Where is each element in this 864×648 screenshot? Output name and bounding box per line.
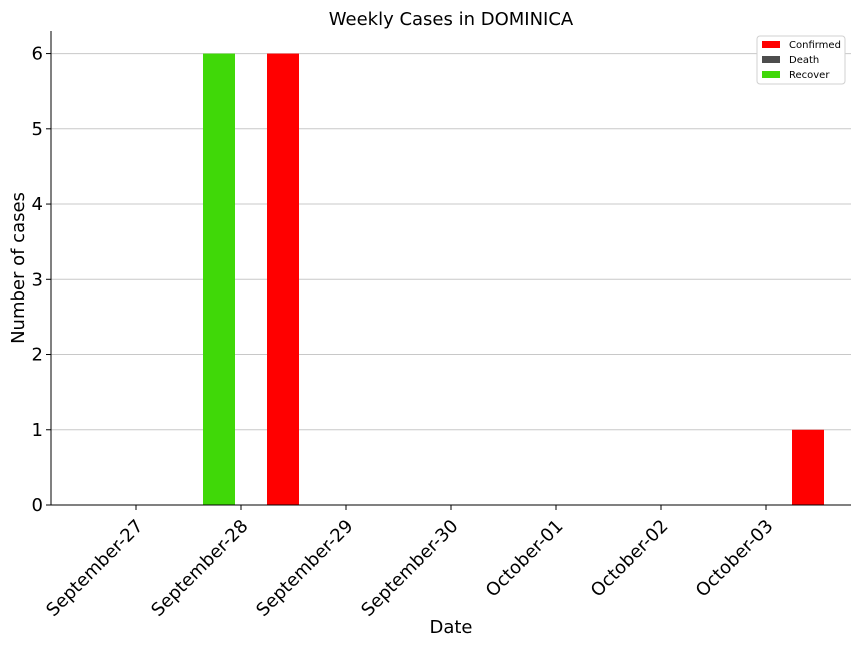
- x-tick-label: October-01: [482, 516, 568, 602]
- y-tick-label: 3: [32, 269, 43, 290]
- chart-title: Weekly Cases in DOMINICA: [329, 9, 574, 30]
- legend-swatch-confirmed: [762, 41, 780, 48]
- legend-swatch-death: [762, 56, 780, 63]
- x-tick-label: September-27: [42, 516, 147, 621]
- legend-label-death: Death: [789, 55, 819, 66]
- bar-confirmed-october-03: [792, 430, 824, 505]
- legend-label-confirmed: Confirmed: [789, 40, 841, 51]
- x-tick-label: September-28: [147, 516, 252, 621]
- x-tick-label: October-03: [692, 516, 778, 602]
- y-tick-label: 0: [32, 495, 43, 516]
- y-tick-label: 4: [32, 194, 43, 215]
- x-tick-label: September-30: [357, 516, 462, 621]
- y-tick-label: 5: [32, 119, 43, 140]
- bar-recover-september-28: [203, 54, 235, 505]
- x-ticks: September-27 September-28 September-29 Sept…: [42, 505, 777, 621]
- x-tick-label: October-02: [587, 516, 673, 602]
- y-tick-label: 1: [32, 420, 43, 441]
- x-tick-label: September-29: [252, 516, 357, 621]
- y-tick-label: 2: [32, 345, 43, 366]
- y-tick-label: 6: [32, 44, 43, 65]
- legend: Confirmed Death Recover: [757, 36, 845, 84]
- y-axis-label: Number of cases: [8, 192, 29, 344]
- legend-swatch-recover: [762, 71, 780, 78]
- y-ticks: 0 1 2 3 4 5 6: [32, 44, 51, 516]
- x-axis-label: Date: [429, 617, 472, 638]
- bar-confirmed-september-28: [267, 54, 299, 505]
- grid: [51, 54, 851, 430]
- legend-label-recover: Recover: [789, 70, 830, 81]
